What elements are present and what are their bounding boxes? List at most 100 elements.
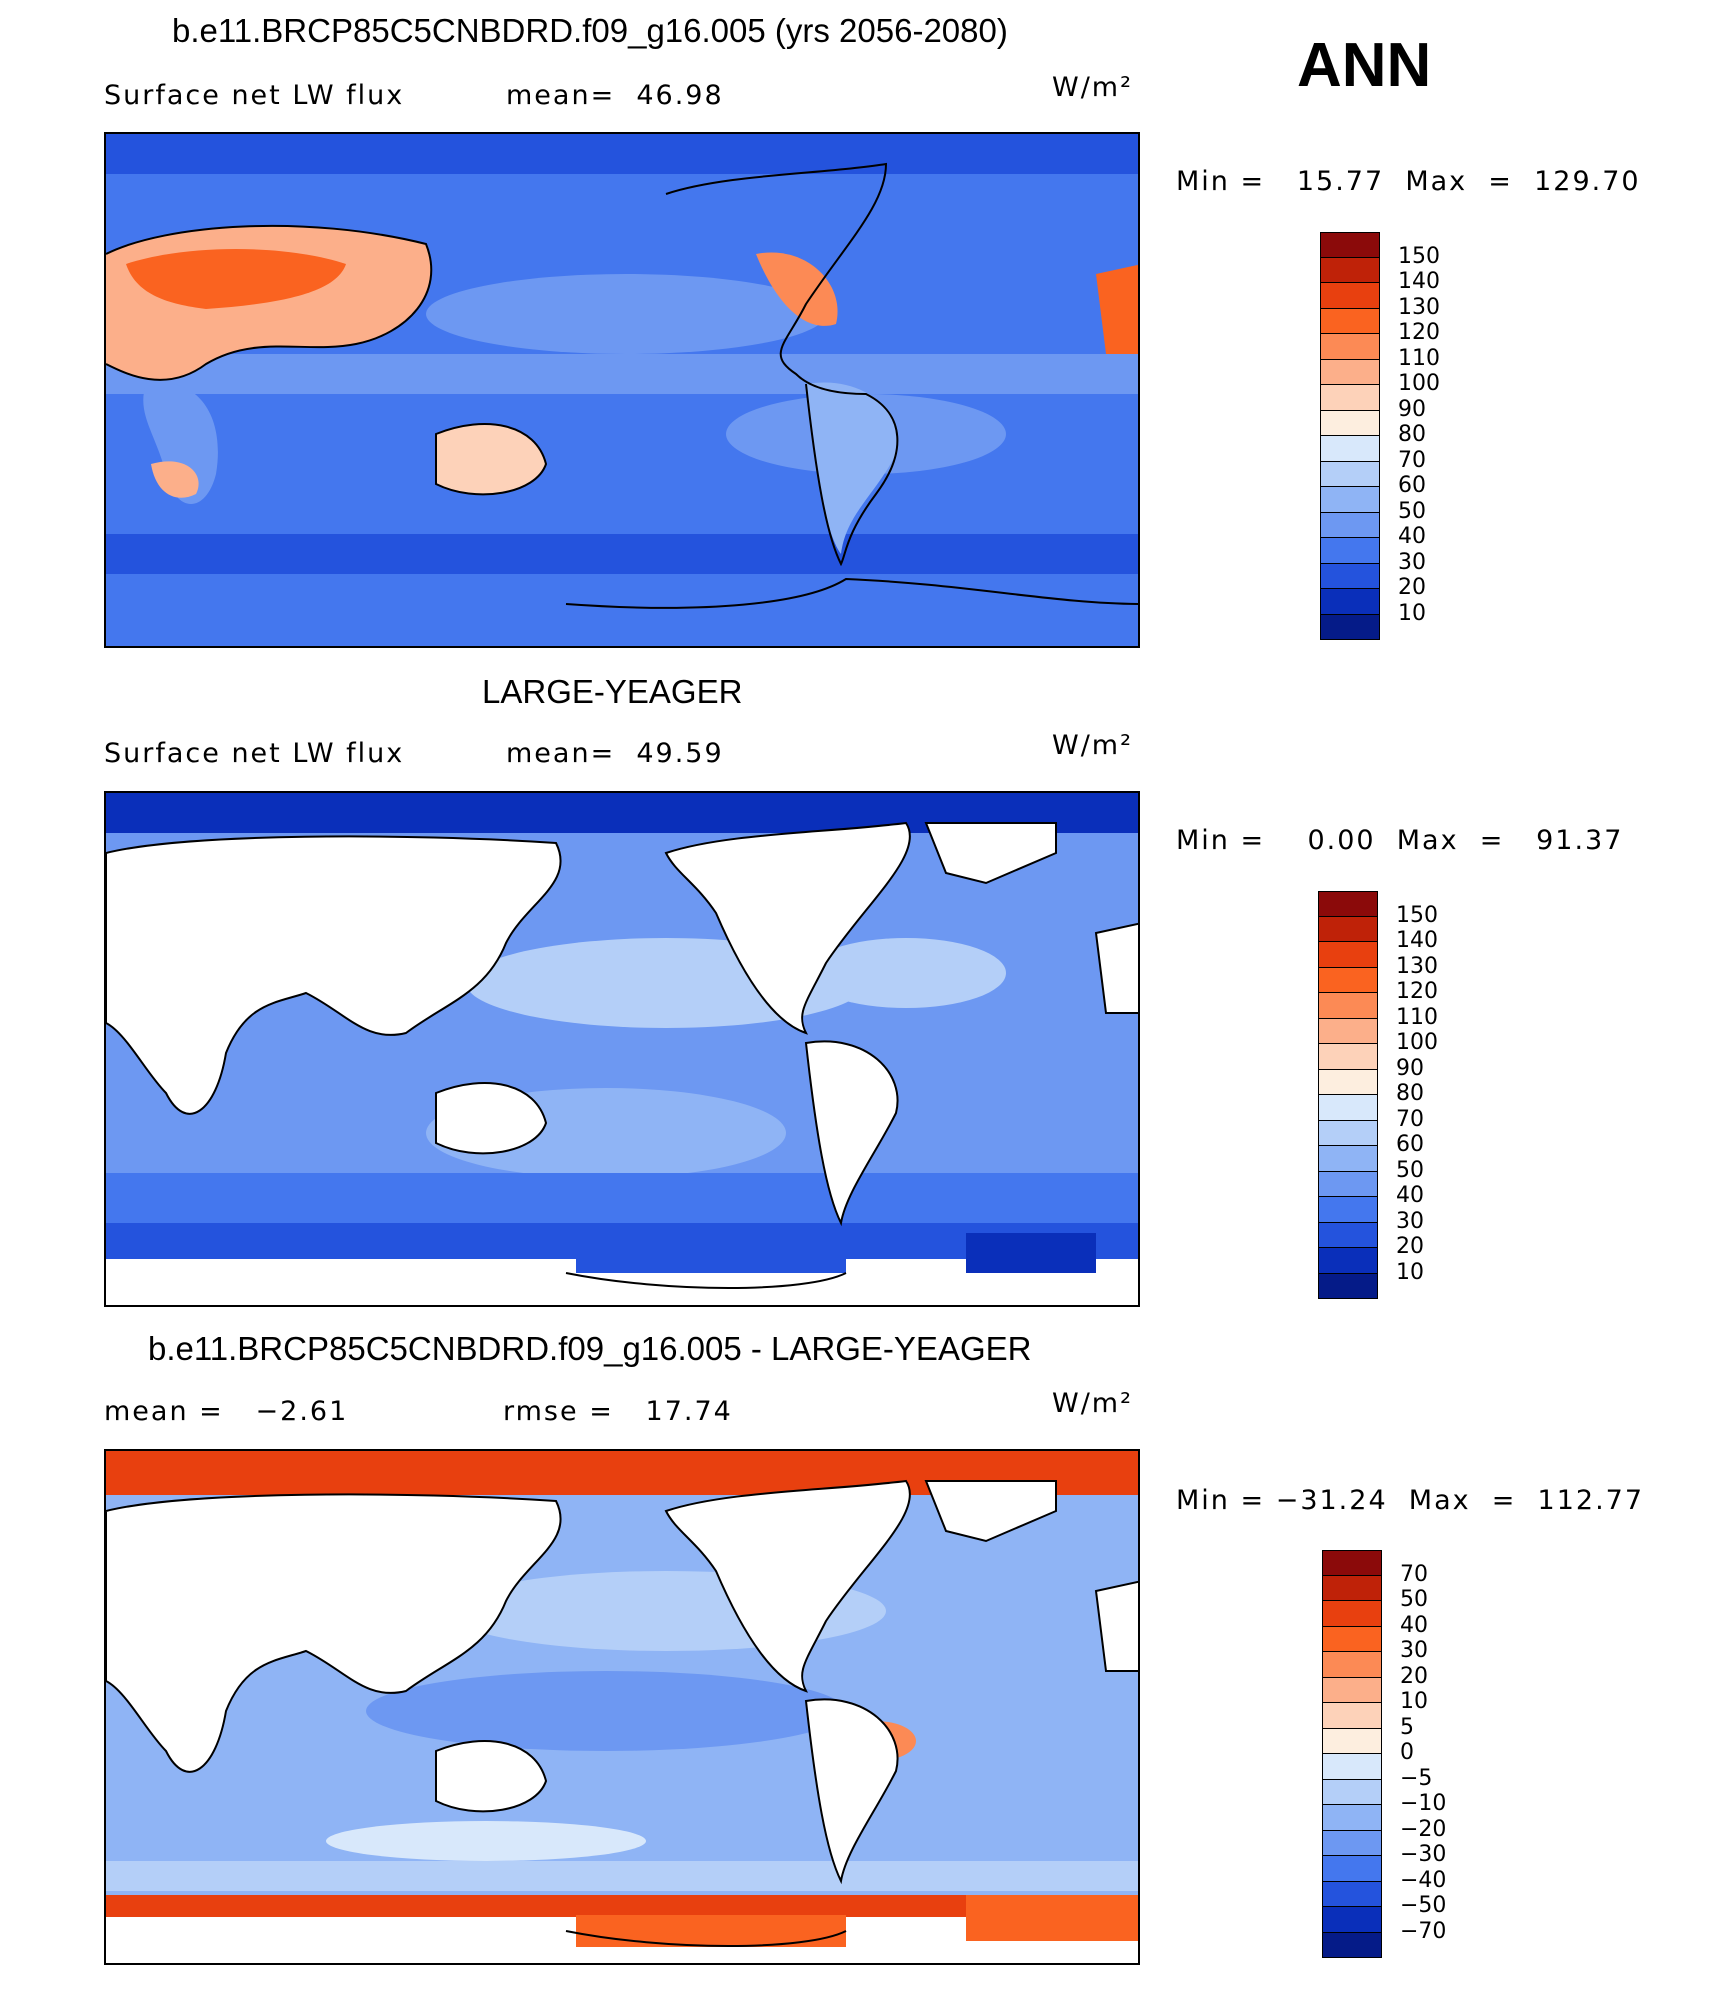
colorbar-tick-label: 20 [1398,575,1426,600]
panel-1-map-field [106,134,1138,646]
panel-2-minmax: Min = 0.00 Max = 91.37 [1176,825,1624,856]
colorbar-tick-label: 10 [1396,1259,1424,1285]
colorbar-tick-label: 5 [1400,1714,1414,1740]
colorbar-swatch [1322,1856,1382,1882]
panel-1-map [104,132,1140,648]
colorbar-swatch [1318,1120,1378,1146]
panel-3-mean-label: mean = −2.61 [104,1396,349,1427]
colorbar-tick-label: 30 [1400,1638,1428,1663]
colorbar-swatch [1318,1171,1378,1197]
colorbar-swatch [1322,1932,1382,1958]
panel-2-mean-label: mean= 49.59 [506,738,724,769]
colorbar-tick-label: 0 [1400,1740,1414,1765]
season-label: ANN [1297,31,1432,100]
panel-1-mean-label: mean= 46.98 [506,80,724,111]
colorbar-swatch [1322,1550,1382,1576]
colorbar-swatch [1320,436,1380,462]
colorbar-tick-label: 30 [1396,1208,1424,1234]
colorbar-tick-label: 40 [1400,1612,1428,1638]
colorbar-tick-label: −50 [1400,1893,1447,1918]
colorbar-swatch [1320,283,1380,309]
colorbar-tick-label: 90 [1398,396,1426,422]
colorbar-tick-label: −30 [1400,1842,1447,1867]
colorbar-swatch [1318,1222,1378,1248]
panel-3-title: b.e11.BRCP85C5CNBDRD.f09_g16.005 - LARGE… [148,1330,1032,1367]
colorbar-swatch [1320,487,1380,513]
colorbar-tick-label: −5 [1400,1765,1433,1791]
colorbar-swatch [1318,1018,1378,1044]
colorbar-tick-label: 50 [1396,1157,1424,1183]
colorbar-swatch [1320,410,1380,436]
colorbar-tick-label: 60 [1396,1132,1424,1157]
colorbar-tick-label: 110 [1396,1004,1438,1030]
colorbar-swatch [1320,563,1380,589]
panel-3-units: W/m² [1052,1388,1133,1419]
panel-2-title: LARGE-YEAGER [482,673,743,710]
colorbar-swatch [1322,1677,1382,1703]
colorbar-swatch [1318,1248,1378,1274]
colorbar-tick-label: 50 [1400,1587,1428,1612]
colorbar-swatch [1322,1754,1382,1780]
colorbar-swatch [1320,461,1380,487]
colorbar-tick-label: 60 [1398,473,1426,498]
colorbar-swatch [1320,614,1380,640]
colorbar-tick-label: 150 [1396,902,1438,928]
colorbar-swatch [1322,1830,1382,1856]
colorbar-tick-label: 110 [1398,345,1440,371]
colorbar-swatch [1322,1575,1382,1601]
colorbar-swatch [1320,589,1380,615]
colorbar-swatch [1318,942,1378,968]
colorbar-tick-label: 80 [1398,422,1426,447]
colorbar-tick-label: 70 [1400,1561,1428,1587]
colorbar-tick-label: −10 [1400,1791,1447,1816]
colorbar-swatch [1322,1881,1382,1907]
colorbar-swatch [1320,512,1380,538]
colorbar-tick-label: 120 [1398,320,1440,345]
colorbar-tick-label: 140 [1396,928,1438,953]
colorbar-tick-label: 70 [1396,1106,1424,1132]
colorbar-tick-label: 140 [1398,269,1440,294]
colorbar-swatch [1318,1044,1378,1070]
colorbar-tick-label: 100 [1398,371,1440,396]
colorbar-tick-label: 120 [1396,979,1438,1004]
colorbar-tick-label: 130 [1396,953,1438,979]
colorbar-swatch [1320,538,1380,564]
colorbar-swatch [1320,308,1380,334]
colorbar-swatch [1320,334,1380,360]
panel-3-rmse-label: rmse = 17.74 [503,1396,733,1427]
colorbar-swatch [1320,232,1380,258]
colorbar-swatch [1318,1095,1378,1121]
colorbar-tick-label: 20 [1396,1234,1424,1259]
colorbar-swatch [1320,257,1380,283]
colorbar-swatch [1318,993,1378,1019]
panel-2-map-field [106,793,1138,1305]
colorbar-tick-label: −40 [1400,1867,1447,1893]
colorbar-swatch [1322,1626,1382,1652]
colorbar-swatch [1322,1601,1382,1627]
panel-1-units: W/m² [1052,72,1133,103]
colorbar-tick-label: 130 [1398,294,1440,320]
colorbar-swatch [1322,1652,1382,1678]
colorbar-swatch [1320,359,1380,385]
colorbar-tick-label: 70 [1398,447,1426,473]
colorbar-swatch [1318,967,1378,993]
panel-1-minmax: Min = 15.77 Max = 129.70 [1176,166,1641,197]
colorbar-tick-label: 150 [1398,243,1440,269]
colorbar-swatch [1322,1779,1382,1805]
colorbar-tick-label: 10 [1400,1689,1428,1714]
colorbar-swatch [1318,1273,1378,1299]
colorbar-swatch [1322,1703,1382,1729]
colorbar-tick-label: 40 [1396,1183,1424,1208]
colorbar-tick-label: 100 [1396,1030,1438,1055]
colorbar-tick-label: 90 [1396,1055,1424,1081]
panel-1-title: b.e11.BRCP85C5CNBDRD.f09_g16.005 (yrs 20… [172,12,1008,49]
colorbar-tick-label: 80 [1396,1081,1424,1106]
colorbar-swatch [1318,916,1378,942]
panel-3-map-field [106,1451,1138,1963]
colorbar-tick-label: 20 [1400,1663,1428,1689]
panel-2-variable-label: Surface net LW flux [104,738,405,769]
colorbar-tick-label: 40 [1398,524,1426,549]
colorbar-swatch [1318,1146,1378,1172]
colorbar-swatch [1318,891,1378,917]
colorbar-swatch [1318,1197,1378,1223]
